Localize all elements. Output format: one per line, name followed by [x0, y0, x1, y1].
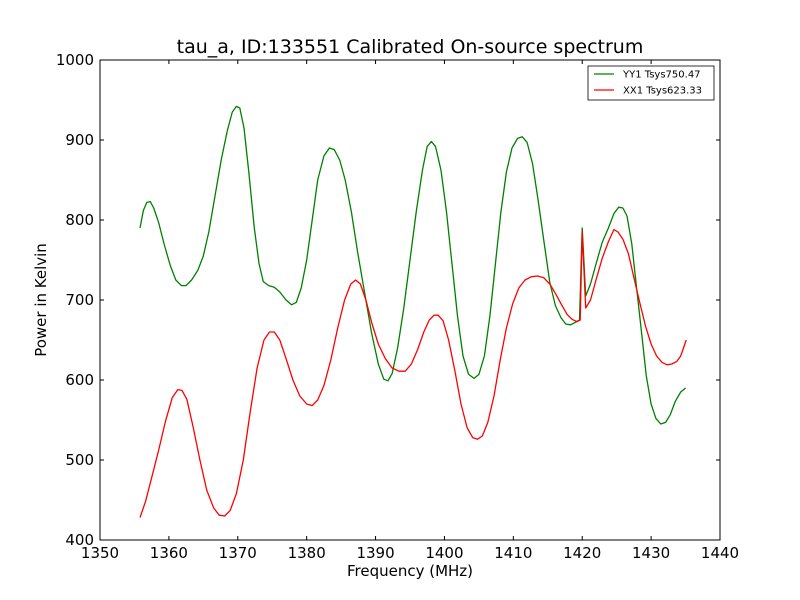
x-axis-label: Frequency (MHz) [347, 562, 473, 580]
x-tick-label-1420: 1420 [563, 544, 601, 562]
legend-box [587, 65, 715, 101]
legend-label-yy1: YY1 Tsys750.47 [622, 70, 701, 81]
axes-frame [99, 59, 721, 541]
y-tick-label-700: 700 [65, 291, 94, 309]
x-tick-label-1380: 1380 [288, 544, 326, 562]
legend-label-xx1: XX1 Tsys623.33 [623, 86, 702, 97]
y-tick-label-400: 400 [65, 531, 94, 549]
y-tick-label-1000: 1000 [56, 51, 94, 69]
legend: YY1 Tsys750.47 XX1 Tsys623.33 [587, 65, 715, 101]
y-tick-label-600: 600 [65, 371, 94, 389]
y-tick-label-900: 900 [65, 131, 94, 149]
x-tick-label-1370: 1370 [219, 544, 257, 562]
ticks-layer: 1350 1360 1370 1380 1390 1400 1410 1420 1430 1440… [56, 51, 739, 562]
chart-title: tau_a, ID:133551 Calibrated On-source sp… [177, 36, 644, 58]
series-layer [139, 105, 687, 518]
x-tick-label-1390: 1390 [356, 544, 394, 562]
y-axis-label: Power in Kelvin [32, 243, 50, 357]
x-tick-label-1400: 1400 [425, 544, 463, 562]
y-tick-label-500: 500 [65, 451, 94, 469]
x-tick-label-1440: 1440 [701, 544, 739, 562]
x-tick-label-1360: 1360 [150, 544, 188, 562]
x-tick-label-1350: 1350 [81, 544, 119, 562]
y-tick-label-800: 800 [65, 211, 94, 229]
axes-background [100, 60, 720, 540]
x-tick-label-1430: 1430 [632, 544, 670, 562]
series-line-xx1 [139, 228, 687, 518]
plot-area: 1350 1360 1370 1380 1390 1400 1410 1420 1430 1440… [56, 51, 739, 562]
series-line-yy1 [139, 105, 687, 425]
x-tick-label-1410: 1410 [494, 544, 532, 562]
